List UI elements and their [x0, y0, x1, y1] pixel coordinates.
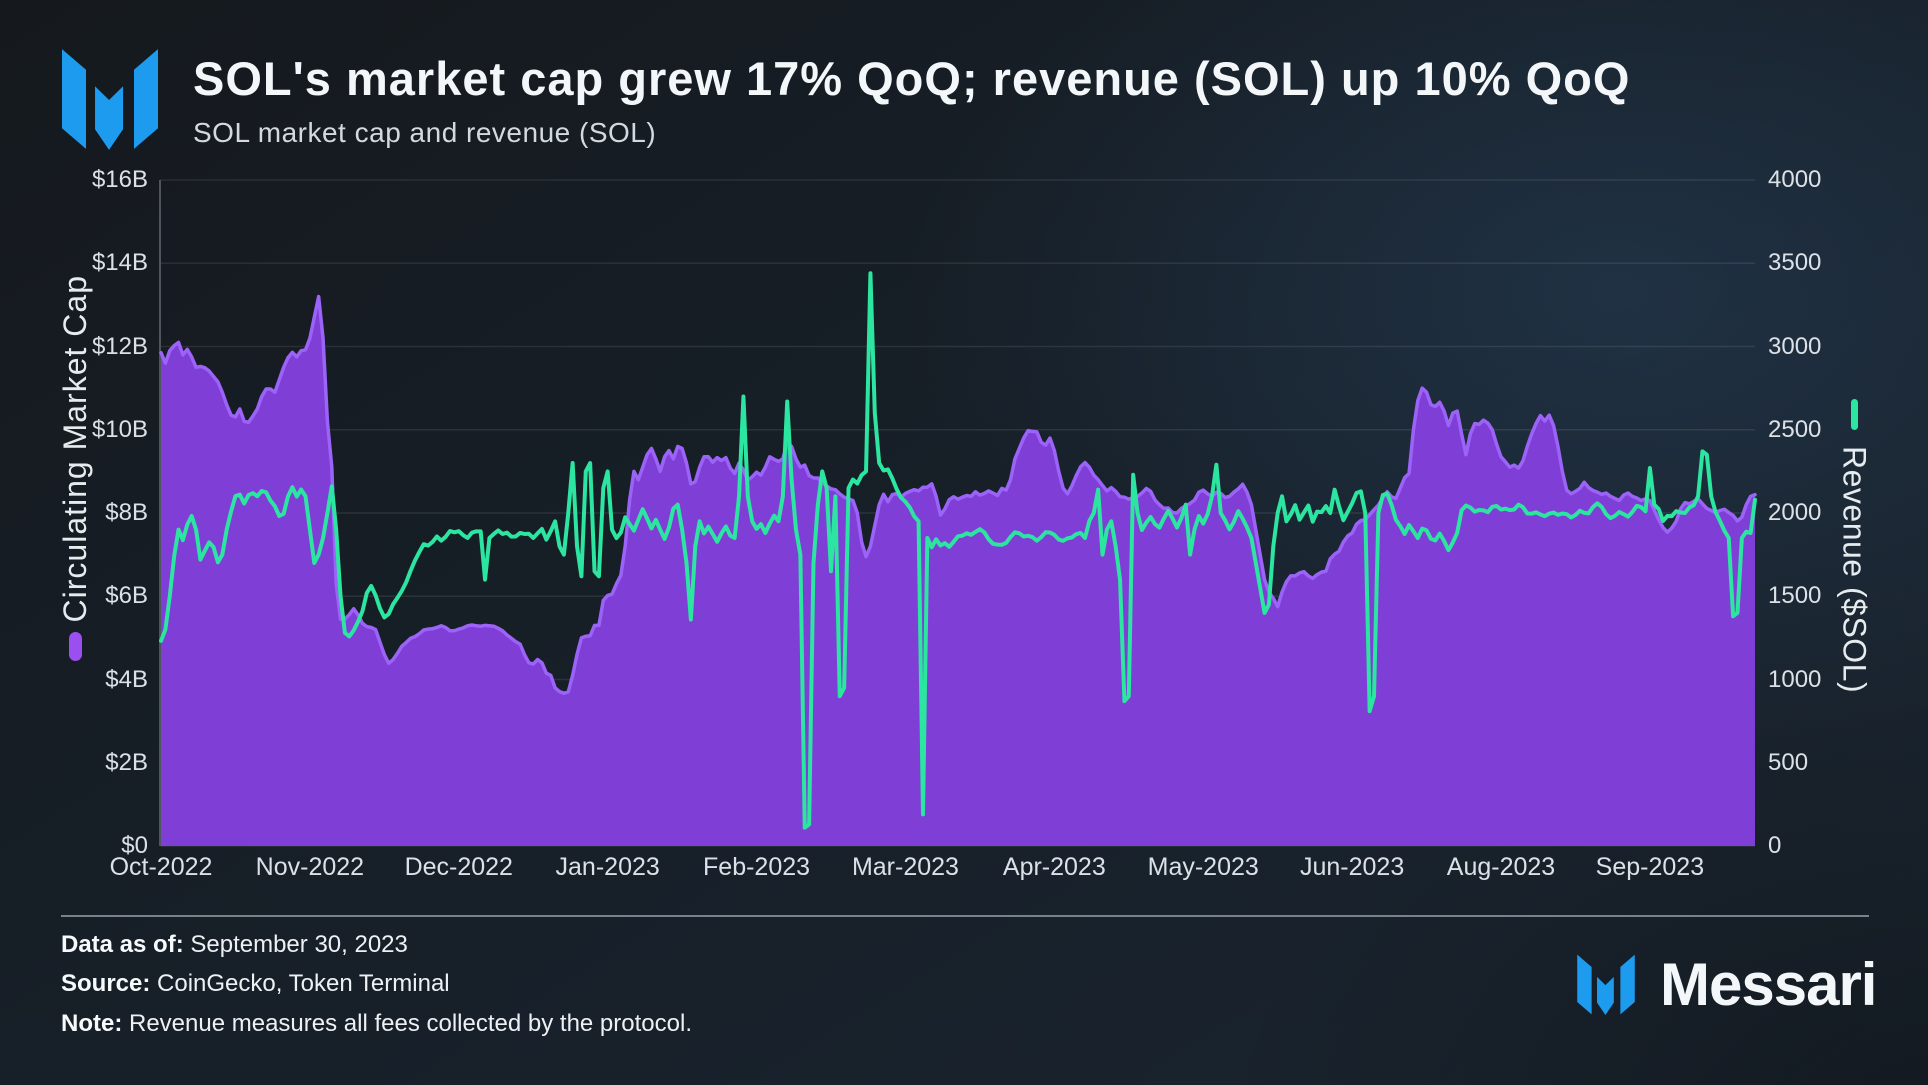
y-axis-right-tick-label: 3000: [1768, 332, 1822, 360]
y-axis-right-tick-label: 4000: [1768, 166, 1822, 193]
logo-right-blade: [134, 49, 158, 149]
logo-middle-blade: [95, 86, 124, 150]
messari-wordmark-logo-icon: [1577, 954, 1635, 1015]
y-axis-left-tick-label: $12B: [91, 332, 148, 360]
logo-left-blade: [1577, 954, 1592, 1015]
logo-left-blade: [62, 49, 86, 149]
footer-source: Source: CoinGecko, Token Terminal: [61, 970, 450, 998]
x-axis-tick-label: Dec-2022: [404, 853, 513, 881]
chart-title: SOL's market cap grew 17% QoQ; revenue (…: [193, 52, 1631, 105]
footer-note-label: Note:: [61, 1010, 123, 1037]
messari-logo-icon: [62, 49, 158, 150]
y-axis-left-tick-label: $4B: [105, 665, 148, 693]
market-cap-legend-swatch: [68, 632, 82, 662]
revenue-line: [159, 271, 1757, 830]
x-axis-tick-label: Mar-2023: [851, 853, 959, 881]
y-axis-right-title: Revenue ($SOL): [1836, 445, 1873, 694]
y-axis-left-tick-label: $8B: [105, 499, 148, 526]
y-axis-right-title-group: Revenue ($SOL): [1826, 213, 1882, 879]
y-axis-left-tick-label: $14B: [91, 249, 148, 277]
y-axis-left-tick-label: $10B: [91, 415, 148, 443]
messari-wordmark-text: Messari: [1660, 951, 1877, 1018]
y-axis-left-tick-label: $6B: [105, 582, 148, 610]
x-axis-tick-label: Oct-2022: [109, 853, 213, 881]
y-axis-left-tick-label: $16B: [91, 166, 148, 193]
y-axis-left-title-group: Circulating Market Cap: [0, 135, 150, 801]
messari-wordmark-group: Messari: [1576, 950, 1877, 1019]
y-axis-right-tick-label: 1500: [1768, 582, 1822, 610]
footer-data-as-of-label: Data as of:: [61, 931, 184, 958]
x-axis-tick-label: Nov-2022: [255, 853, 365, 881]
chart-subtitle: SOL market cap and revenue (SOL): [193, 117, 657, 148]
x-axis-tick-label: Jan-2023: [555, 853, 660, 881]
revenue-legend-swatch: [1850, 398, 1858, 430]
logo-right-blade: [1620, 954, 1635, 1015]
x-axis-tick-label: Sep-2023: [1595, 853, 1705, 881]
y-axis-right-tick-label: 0: [1768, 832, 1782, 859]
x-axis-tick-label: Jun-2023: [1299, 853, 1405, 881]
footer-source-value: CoinGecko, Token Terminal: [157, 970, 450, 997]
market-cap-area: [161, 296, 1755, 846]
y-axis-right-tick-label: 500: [1768, 748, 1809, 776]
y-axis-left-title: Circulating Market Cap: [56, 274, 93, 623]
x-axis-tick-label: May-2023: [1147, 853, 1259, 881]
x-axis-tick-label: Aug-2023: [1446, 853, 1556, 881]
y-axis-left-tick-label: $0: [121, 832, 148, 859]
market-cap-area-outline: [159, 294, 1757, 695]
y-axis-right-tick-label: 2000: [1768, 499, 1822, 526]
y-axis-right-tick-label: 3500: [1768, 249, 1822, 277]
x-axis-tick-label: Feb-2023: [703, 853, 811, 881]
x-axis-tick-label: Apr-2023: [1002, 853, 1106, 881]
footer-divider: [61, 915, 1869, 917]
footer-note: Note: Revenue measures all fees collecte…: [61, 1010, 692, 1038]
footer-source-label: Source:: [61, 970, 151, 997]
footer-data-as-of-value: September 30, 2023: [190, 931, 408, 958]
y-axis-left-tick-label: $2B: [105, 748, 148, 776]
footer-data-as-of: Data as of: September 30, 2023: [61, 931, 408, 959]
y-axis-right-tick-label: 1000: [1768, 665, 1822, 693]
y-axis-right-tick-label: 2500: [1768, 415, 1822, 443]
logo-middle-blade: [1597, 976, 1614, 1015]
footer-note-value: Revenue measures all fees collected by t…: [129, 1010, 692, 1037]
